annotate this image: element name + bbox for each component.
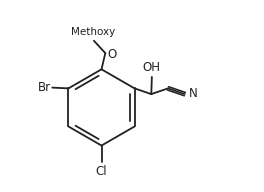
- Text: O: O: [108, 48, 117, 60]
- Text: OH: OH: [143, 60, 161, 74]
- Text: N: N: [189, 87, 198, 100]
- Text: Br: Br: [38, 81, 51, 94]
- Text: Cl: Cl: [96, 165, 107, 178]
- Text: Methoxy: Methoxy: [71, 27, 115, 37]
